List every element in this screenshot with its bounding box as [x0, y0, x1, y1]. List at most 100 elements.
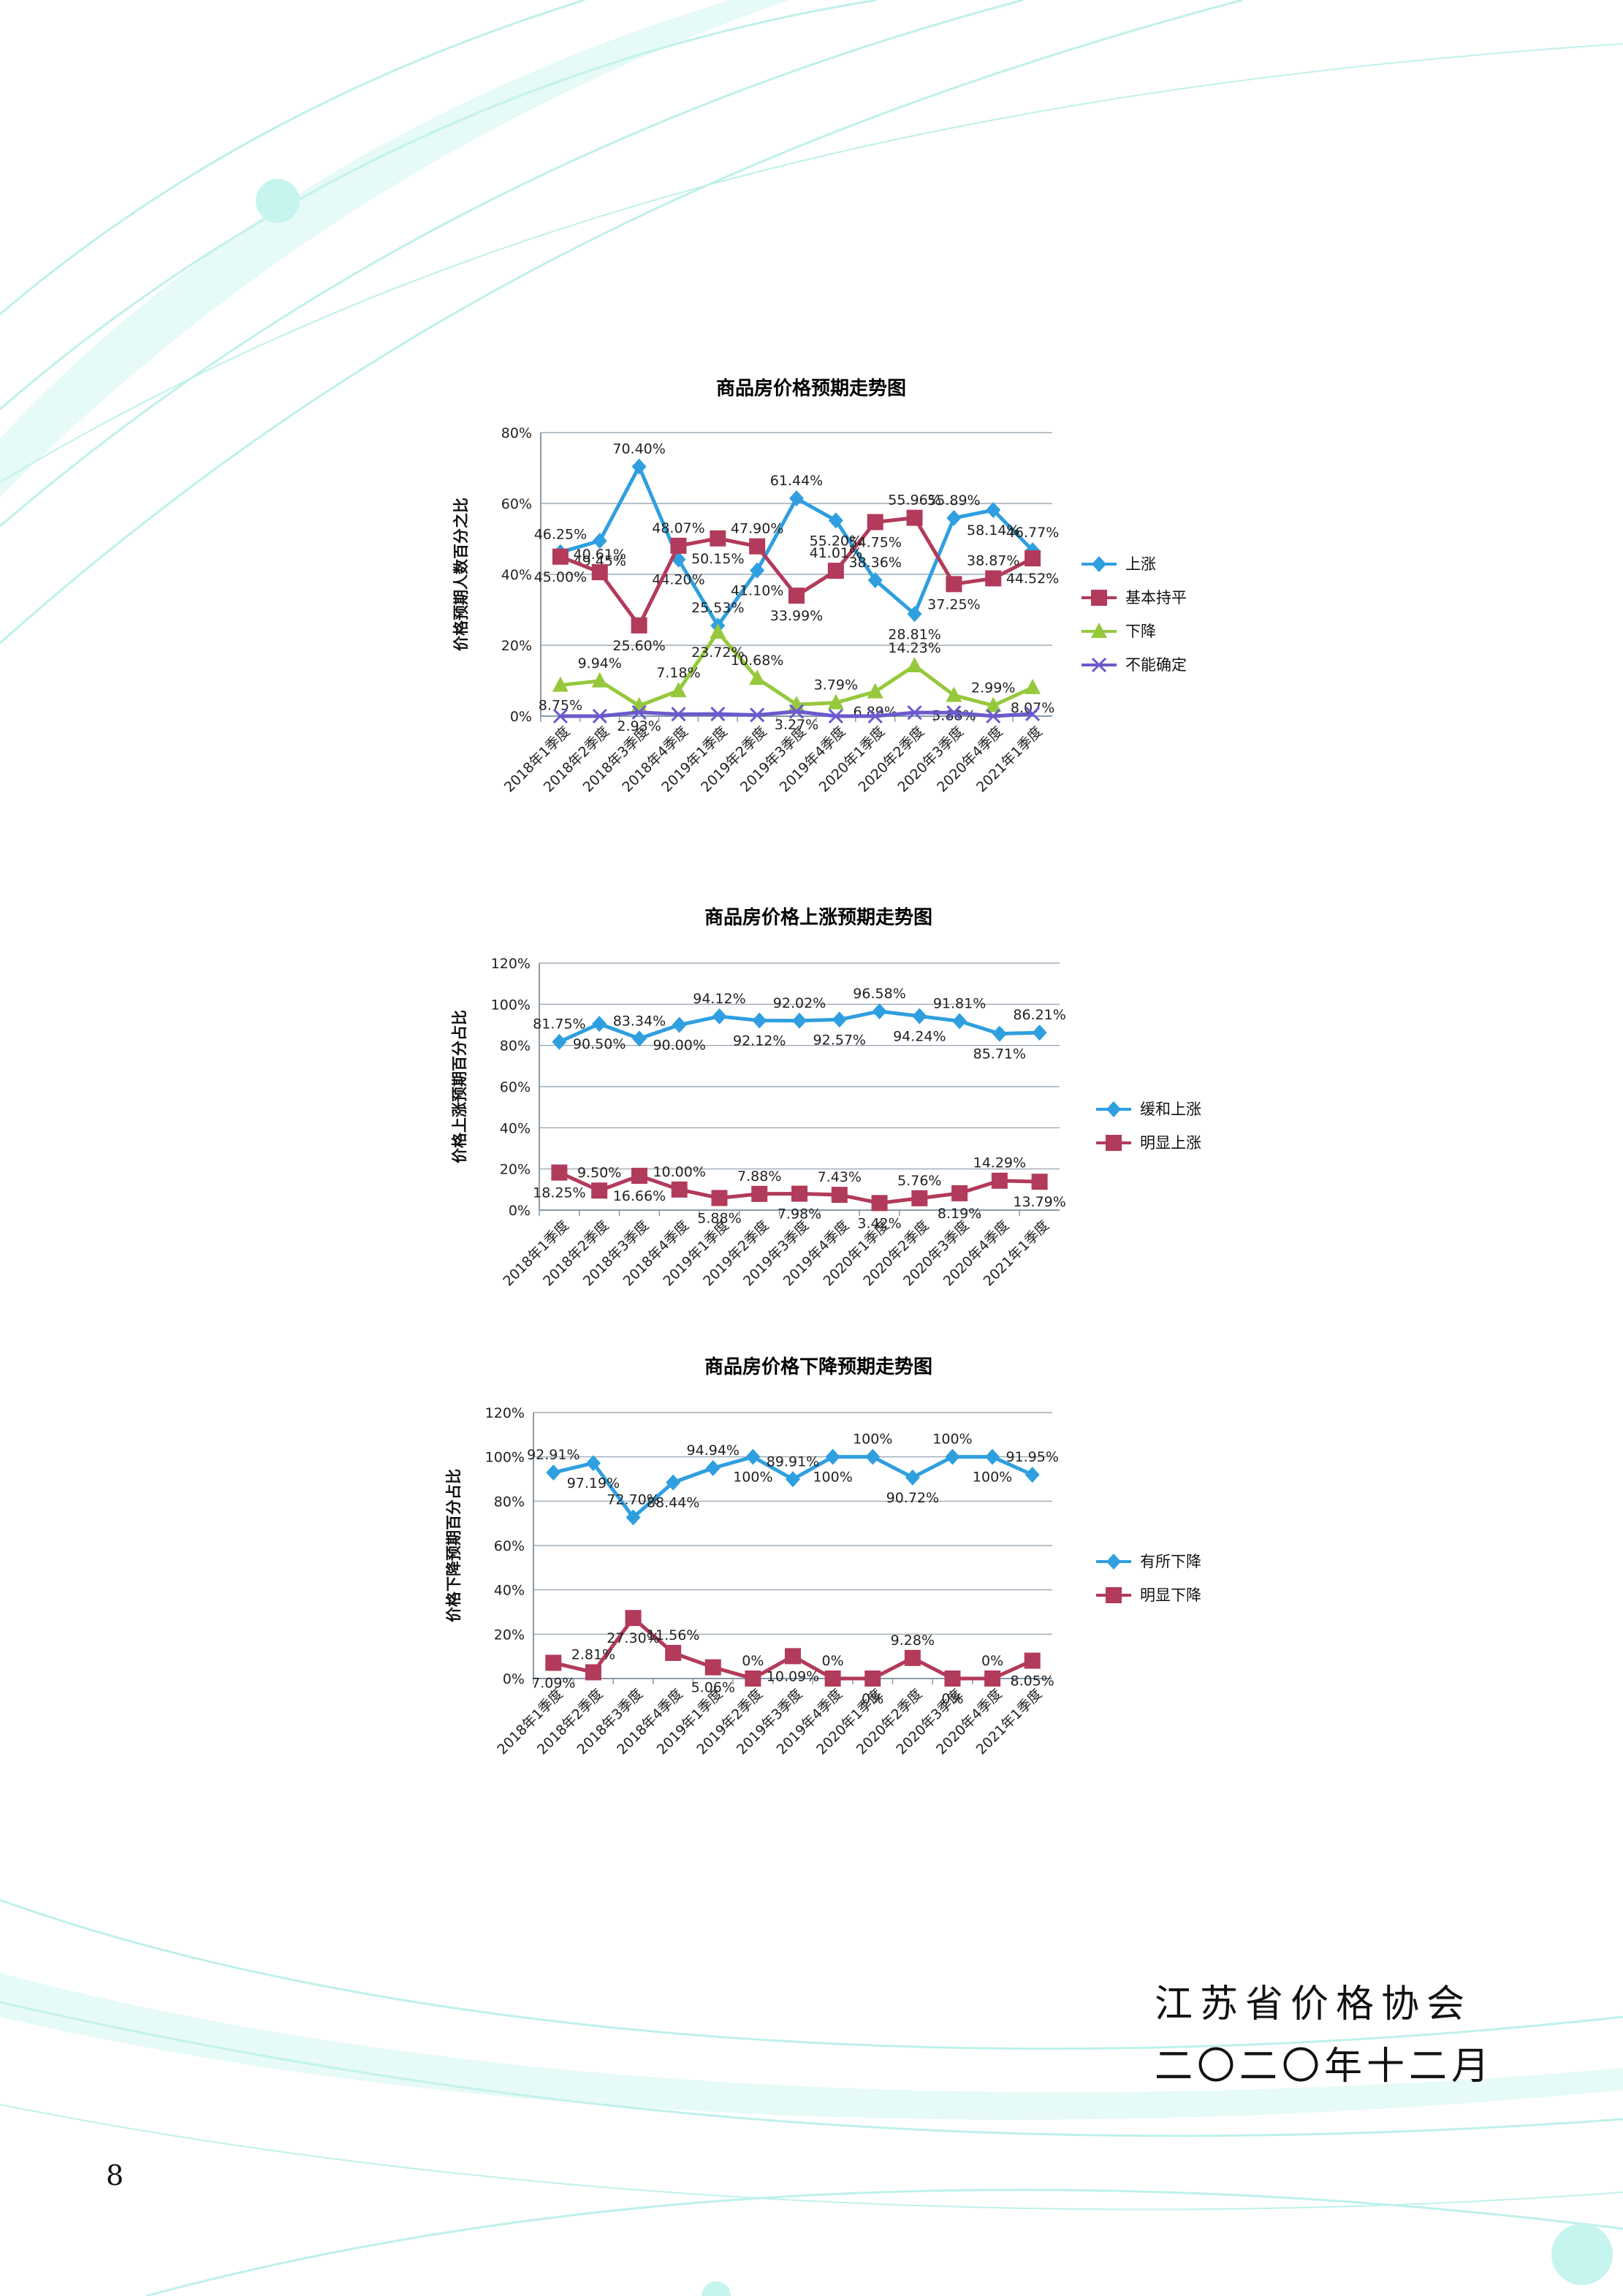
- data-point: [985, 1448, 1000, 1465]
- legend-label: 明显下降: [1140, 1586, 1201, 1604]
- data-point: [711, 1190, 728, 1206]
- data-point: [828, 708, 843, 724]
- y-tick-label: 80%: [500, 1038, 531, 1054]
- data-point: [592, 533, 607, 550]
- legend-label: 下降: [1125, 623, 1156, 640]
- data-point: [867, 708, 883, 724]
- data-point: [952, 1013, 968, 1030]
- data-point: [788, 588, 805, 604]
- y-tick-label: 20%: [500, 1162, 531, 1178]
- data-label: 54.75%: [848, 534, 901, 550]
- y-tick-label: 60%: [500, 1079, 531, 1095]
- data-label: 100%: [813, 1470, 852, 1486]
- data-label: 94.12%: [693, 991, 745, 1007]
- data-point: [551, 1164, 568, 1181]
- data-label: 45.00%: [534, 569, 587, 585]
- data-point: [1025, 678, 1041, 694]
- data-point: [626, 1509, 641, 1526]
- data-point: [865, 1448, 881, 1465]
- data-label: 7.88%: [737, 1168, 781, 1185]
- data-label: 90.00%: [653, 1038, 705, 1054]
- data-label: 8.19%: [938, 1206, 981, 1222]
- data-label: 14.23%: [888, 640, 940, 656]
- data-label: 9.28%: [891, 1632, 935, 1649]
- data-label: 8.75%: [539, 698, 582, 714]
- data-label: 10.09%: [767, 1668, 819, 1684]
- data-point: [705, 1460, 721, 1477]
- data-label: 27.30%: [607, 1630, 659, 1646]
- data-point: [1025, 706, 1041, 721]
- data-point: [786, 1471, 800, 1488]
- data-label: 72.70%: [607, 1491, 659, 1508]
- data-label: 46.77%: [1006, 525, 1059, 541]
- data-point: [951, 1185, 968, 1201]
- data-point: [665, 1644, 682, 1661]
- data-point: [1025, 1467, 1040, 1483]
- data-point: [710, 623, 726, 639]
- data-point: [906, 509, 923, 526]
- data-label: 92.57%: [813, 1032, 866, 1048]
- data-label: 3.27%: [775, 717, 818, 733]
- data-point: [546, 1464, 561, 1481]
- data-point: [752, 1012, 767, 1029]
- data-point: [672, 1016, 687, 1033]
- data-point: [946, 509, 962, 526]
- data-point: [945, 1448, 960, 1465]
- data-point: [625, 1610, 642, 1627]
- legend-marker: [1106, 1135, 1122, 1151]
- data-point: [1031, 1174, 1048, 1190]
- data-point: [552, 676, 569, 692]
- data-point: [907, 705, 922, 721]
- data-label: 94.94%: [687, 1442, 740, 1459]
- y-tick-label: 20%: [494, 1627, 525, 1643]
- page-number: 8: [106, 2159, 124, 2192]
- data-label: 94.24%: [893, 1029, 946, 1045]
- data-point: [631, 704, 647, 720]
- data-point: [904, 1649, 921, 1666]
- data-point: [1032, 1025, 1047, 1041]
- data-label: 8.07%: [1011, 700, 1054, 716]
- data-point: [912, 1008, 927, 1025]
- legend-item: 基本持平: [1082, 589, 1187, 607]
- data-label: 3.79%: [814, 677, 858, 693]
- data-point: [552, 1033, 567, 1050]
- data-point: [867, 683, 883, 699]
- legend-item: 下降: [1082, 623, 1156, 640]
- legend-item: 明显上涨: [1096, 1134, 1201, 1152]
- data-point: [545, 1654, 562, 1671]
- data-label: 5.88%: [697, 1210, 741, 1226]
- series-明显下降: 7.09%2.81%27.30%11.56%5.06%0%10.09%0%0%9…: [531, 1610, 1054, 1707]
- data-point: [828, 512, 843, 529]
- y-tick-label: 40%: [500, 1120, 531, 1136]
- legend-marker: [1091, 657, 1107, 673]
- data-label: 11.56%: [647, 1627, 699, 1643]
- data-label: 2.93%: [617, 718, 661, 734]
- data-point: [992, 1025, 1007, 1042]
- data-label: 0%: [822, 1653, 844, 1669]
- data-point: [751, 1185, 768, 1202]
- data-point: [631, 617, 647, 634]
- legend-label: 有所下降: [1140, 1553, 1201, 1570]
- data-label: 88.44%: [647, 1495, 699, 1511]
- chart-title: 商品房价格下降预期走势图: [704, 1356, 932, 1378]
- legend-marker: [1106, 1101, 1121, 1117]
- data-label: 48.07%: [652, 520, 704, 536]
- data-point: [666, 1474, 681, 1491]
- series-明显上涨: 18.25% 9.50% 16.66% 10.00% 5.88% 7.88% 7.98% 7.…: [533, 1155, 1066, 1232]
- data-label: 41.10%: [731, 583, 783, 599]
- legend-item: 不能确定: [1082, 656, 1187, 674]
- data-point: [671, 707, 686, 722]
- data-point: [585, 1664, 601, 1681]
- data-label: 37.25%: [927, 596, 980, 612]
- data-label: 38.87%: [967, 552, 1019, 569]
- y-tick-label: 0%: [509, 1203, 531, 1219]
- legend-marker: [1092, 556, 1106, 572]
- data-label: 50.15%: [691, 551, 744, 567]
- series-不能确定: [552, 704, 1041, 724]
- data-label: 46.25%: [534, 527, 587, 543]
- data-label: 28.81%: [888, 626, 940, 642]
- data-label: 86.21%: [1013, 1007, 1065, 1023]
- data-point: [745, 1448, 761, 1465]
- legend-label: 上涨: [1125, 555, 1156, 573]
- data-label: 14.29%: [973, 1155, 1026, 1171]
